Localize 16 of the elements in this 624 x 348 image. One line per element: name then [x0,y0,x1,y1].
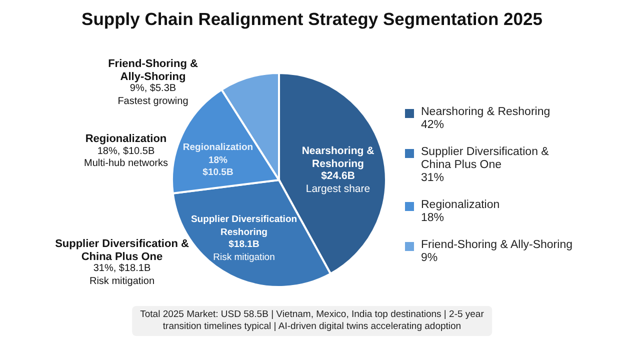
text: Nearshoring & Reshoring $24.6B Largest share [302,145,374,195]
legend-label: Supplier Diversification & China Plus One [421,146,550,172]
text: Regionalization 18% $10.5B [182,142,254,180]
text: Regionalization 18%, $10.5B Multi-hub networks [84,133,168,170]
data-label: 18% [421,212,446,225]
data-label: 31% [421,172,446,185]
chart-title: Supply Chain Realignment Strategy Segmentation 2025 [80,9,544,30]
legend-label: Regionalization [421,199,500,212]
text: Friend-Shoring & Ally-Shoring 9%, $5.3B Fastest growing [108,58,198,108]
text: Supplier Diversification Reshoring $18.1B Risk mitigation [190,214,298,264]
data-label: 9% [421,252,439,265]
legend-label: Nearshoring & Reshoring [421,106,550,119]
data-label: 42% [421,119,446,132]
text: Total 2025 Market: USD 58.5B | Vietnam, Mexico, India top destinations | 2-5 year transition timelines typical | AI-driven digital twins accelerating adoption [140,309,484,333]
text: Supplier Diversification & China Plus One 31%, $18.1B Risk mitigation [55,238,189,288]
legend-label: Friend-Shoring & Ally-Shoring [421,239,572,252]
